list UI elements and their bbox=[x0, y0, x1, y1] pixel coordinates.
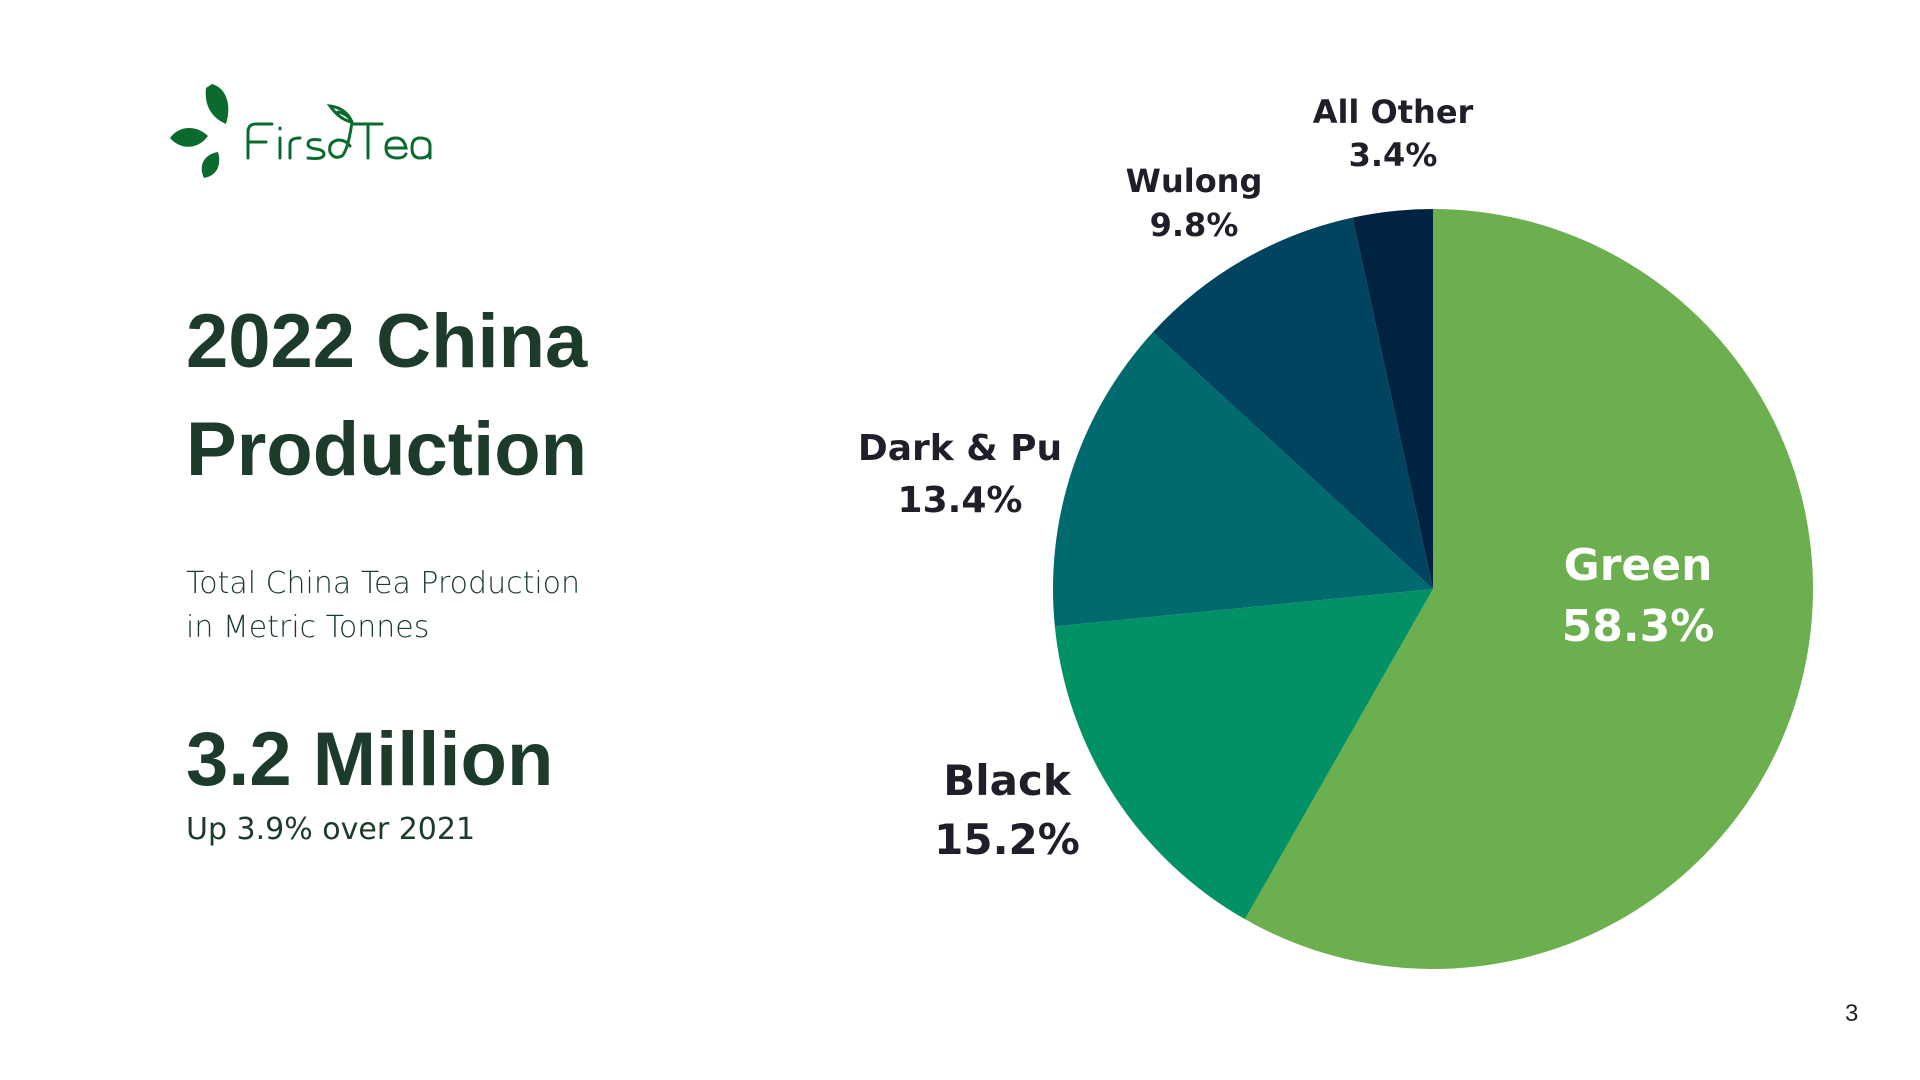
logo bbox=[168, 80, 438, 190]
pie-slice-wulong bbox=[1152, 217, 1433, 590]
pie-slice-green bbox=[1244, 209, 1813, 969]
page-title: 2022 China Production bbox=[186, 288, 587, 504]
pie-slice-dark-pu bbox=[1053, 332, 1433, 627]
subtitle-line-1: Total China Tea Production bbox=[186, 566, 581, 601]
title-line-2: Production bbox=[186, 407, 588, 492]
slice-label: Wulong bbox=[1126, 162, 1263, 200]
headline-change: Up 3.9% over 2021 bbox=[186, 812, 476, 847]
headline-value: 3.2 Million bbox=[186, 717, 554, 802]
page-number: 3 bbox=[1845, 1000, 1859, 1027]
subtitle: Total China Tea Production in Metric Ton… bbox=[186, 562, 580, 650]
slice-label: All Other bbox=[1313, 93, 1474, 131]
pie-slice-black bbox=[1054, 589, 1433, 920]
slice-label: Green bbox=[1564, 540, 1713, 591]
slice-value: 3.4% bbox=[1349, 136, 1438, 174]
slice-value: 13.4% bbox=[898, 480, 1023, 521]
slice-label: Black bbox=[943, 756, 1072, 805]
slice-value: 58.3% bbox=[1562, 601, 1715, 652]
title-line-1: 2022 China bbox=[186, 299, 588, 384]
slice-label: Dark & Pu bbox=[858, 428, 1062, 469]
pie-slice-all-other bbox=[1352, 209, 1433, 589]
slice-value: 9.8% bbox=[1150, 206, 1239, 244]
subtitle-line-2: in Metric Tonnes bbox=[186, 610, 430, 645]
slice-value: 15.2% bbox=[934, 815, 1080, 864]
